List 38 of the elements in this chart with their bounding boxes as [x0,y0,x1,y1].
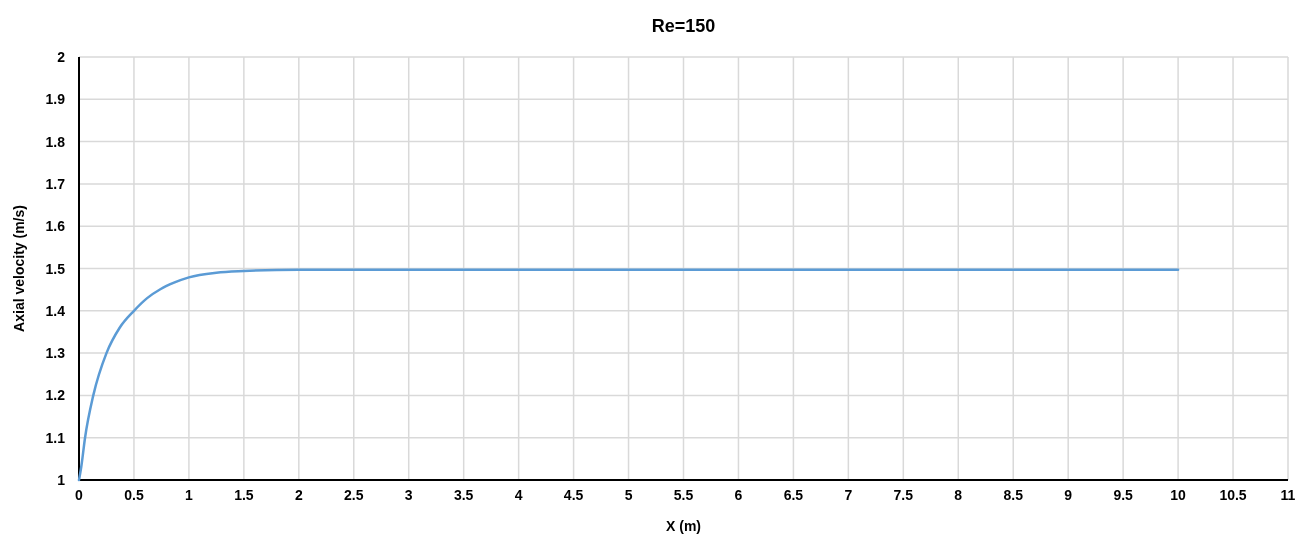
y-axis-title: Axial velocity (m/s) [11,205,27,332]
x-axis-title: X (m) [666,518,701,534]
y-tick-label: 1.3 [45,345,66,362]
x-tick-label: 4 [514,487,523,503]
x-tick-label: 1.5 [234,487,254,503]
x-tick-label: 2 [294,487,303,503]
chart-title: Re=150 [651,16,716,36]
x-tick-label: 6 [734,487,743,503]
y-tick-label: 1 [57,472,66,488]
x-tick-label: 5 [624,487,633,503]
line-series [77,268,1180,482]
x-tick-label: 10.5 [1219,487,1247,503]
x-tick-label: 10 [1170,487,1187,503]
x-tick-label: 11 [1280,487,1296,503]
y-tick-label: 2 [57,49,66,65]
x-tick-label: 2.5 [344,487,364,503]
x-tick-label: 9.5 [1113,487,1134,503]
x-tick-label: 1 [185,487,194,503]
x-tick-label: 0.5 [124,487,144,503]
x-tick-label: 7.5 [893,487,914,503]
y-tick-label: 1.4 [45,302,66,319]
y-tick-label: 1.7 [45,175,66,192]
x-tick-label: 7 [844,487,853,503]
y-tick-label: 1.1 [45,429,66,446]
x-tick-label: 6.5 [783,487,804,503]
y-tick-label: 1.6 [45,218,66,235]
x-tick-label: 3.5 [453,487,474,503]
y-tick-label: 1.9 [45,91,66,108]
x-tick-label: 9 [1064,487,1073,503]
x-tick-label: 8 [954,487,963,503]
x-tick-label: 0 [75,487,84,503]
y-tick-label: 1.5 [45,260,66,277]
y-tick-label: 1.8 [45,133,66,150]
x-tick-label: 8.5 [1003,487,1024,503]
x-tick-label: 3 [404,487,413,503]
y-tick-label: 1.2 [45,387,66,404]
x-tick-label: 4.5 [563,487,584,503]
x-tick-label: 5.5 [673,487,694,503]
